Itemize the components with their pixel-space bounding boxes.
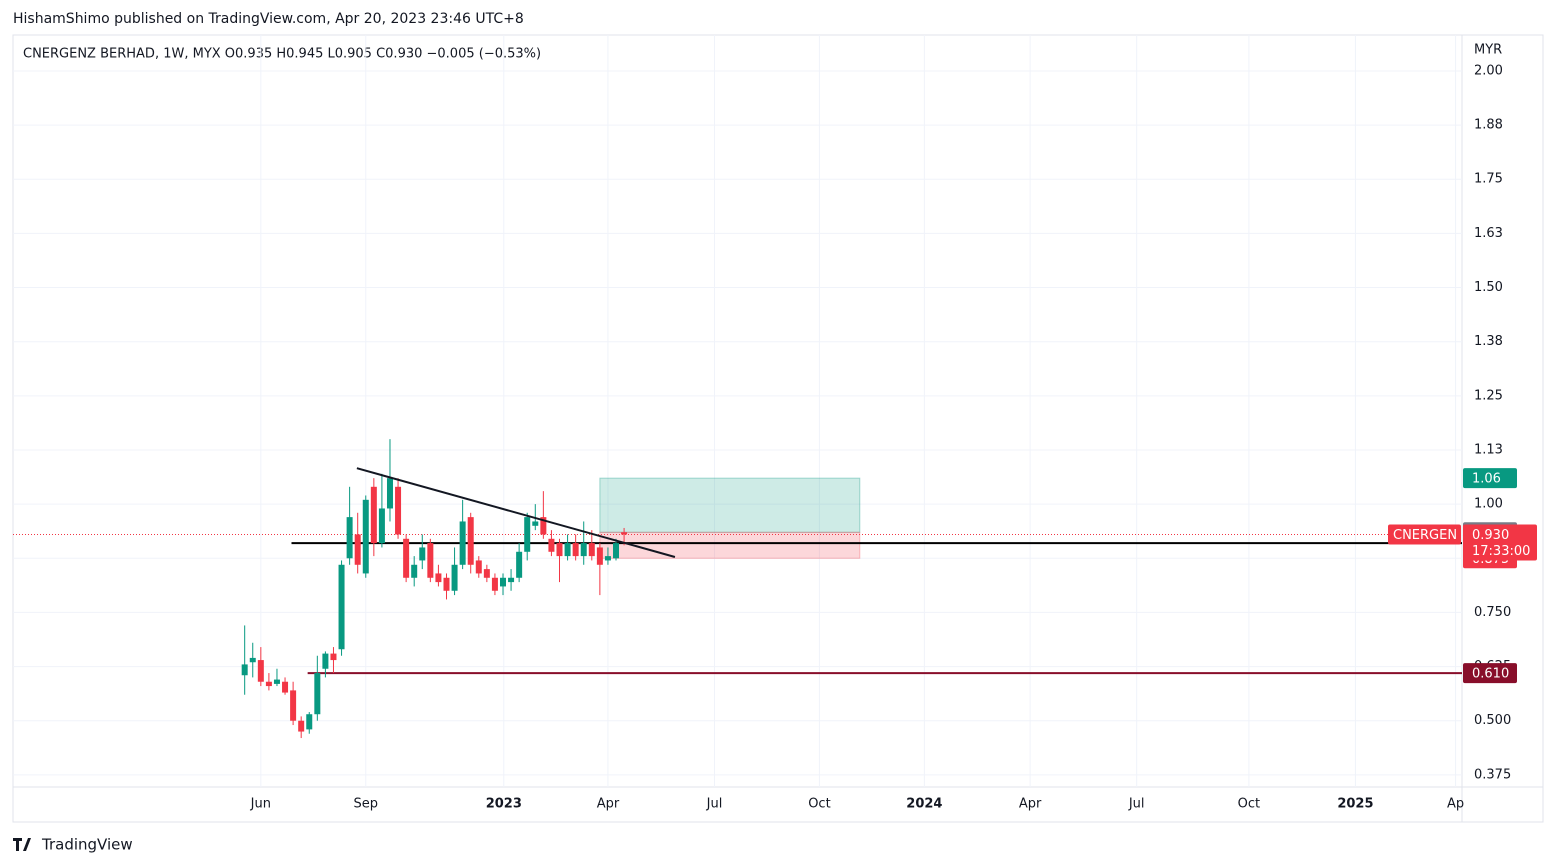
x-tick-label: 2025 <box>1337 797 1373 812</box>
candle-body <box>298 720 305 732</box>
last-price-label: 0.930 <box>1472 528 1509 543</box>
candle-body <box>241 664 248 676</box>
y-tick-label: 0.375 <box>1474 767 1511 782</box>
candle-body <box>338 564 345 650</box>
trend-line <box>356 467 676 558</box>
symbol-label: CNERGEN <box>1393 528 1457 543</box>
plot-area <box>13 35 1462 787</box>
candle-body <box>443 577 450 591</box>
candle-body <box>306 714 313 730</box>
candle-body <box>621 532 628 535</box>
y-tick-label: 1.25 <box>1474 388 1503 403</box>
candle-body <box>282 681 289 693</box>
candle-body <box>524 517 531 552</box>
candle-body <box>564 543 571 557</box>
y-tick-label: 1.75 <box>1474 172 1503 187</box>
last-price-bg <box>1463 524 1537 561</box>
y-tick-label: 1.00 <box>1474 497 1503 512</box>
candle-body <box>362 499 369 574</box>
footer-logo: TradingView <box>13 836 133 854</box>
x-tick-label: 2023 <box>486 797 522 812</box>
candle-body <box>419 547 426 561</box>
chart-frame <box>12 34 1544 823</box>
candle-body <box>459 521 466 565</box>
candle-body <box>499 577 506 587</box>
candle-body <box>613 543 620 559</box>
y-tick-label: 1.50 <box>1474 280 1503 295</box>
y-tick-label: 1.88 <box>1474 118 1503 133</box>
target-label-bg <box>1463 468 1517 489</box>
candle-body <box>451 564 458 591</box>
footer: TradingView <box>41 836 133 854</box>
candle-body <box>273 679 280 684</box>
x-tick-label: Jun <box>250 797 271 812</box>
candle-body <box>346 517 353 559</box>
header: HishamShimo published on TradingView.com… <box>13 11 524 27</box>
line-label-bg <box>1463 663 1517 684</box>
candle-body <box>378 508 385 544</box>
target-label: 1.06 <box>1472 472 1501 487</box>
candle-body <box>435 573 442 583</box>
candle-body <box>322 653 329 669</box>
x-tick-label: 2024 <box>906 797 942 812</box>
candle-body <box>475 560 482 574</box>
candle-body <box>370 486 377 544</box>
candle-body <box>411 564 418 578</box>
countdown: 17:33:00 <box>1472 544 1530 559</box>
y-tick-label: 2.00 <box>1474 63 1503 78</box>
currency: MYR <box>1474 43 1502 58</box>
x-tick-label: Sep <box>354 797 379 812</box>
candle-body <box>290 690 297 721</box>
candle-body <box>330 653 337 661</box>
candle-body <box>386 478 393 509</box>
y-tick-label: 1.13 <box>1474 442 1503 457</box>
candle-body <box>540 517 547 535</box>
candle-body <box>483 569 490 578</box>
candle-body <box>572 543 579 557</box>
candle-body <box>249 657 256 663</box>
candle-body <box>354 534 361 565</box>
x-tick-label: Oct <box>1238 797 1260 812</box>
candle-body <box>508 577 515 583</box>
candle-body <box>467 517 474 565</box>
line-label: 0.610 <box>1472 667 1509 682</box>
candle-body <box>257 660 264 682</box>
candle-body <box>588 543 595 557</box>
candle-body <box>596 547 603 565</box>
candle-body <box>532 521 539 526</box>
chart-title: CNERGENZ BERHAD, 1W, MYX O0.935 H0.945 L… <box>23 47 541 62</box>
y-tick-label: 0.750 <box>1474 605 1511 620</box>
y-tick-label: 1.38 <box>1474 334 1503 349</box>
candle-body <box>314 673 321 715</box>
candle-body <box>556 543 563 557</box>
candle-body <box>548 538 555 552</box>
candle-body <box>427 543 434 578</box>
candle-body <box>580 543 587 557</box>
logo-icon <box>13 838 31 851</box>
y-tick-label: 1.63 <box>1474 226 1503 241</box>
profit-zone <box>599 477 861 533</box>
candle-body <box>403 538 410 578</box>
candle-body <box>265 681 272 687</box>
x-tick-label: Apr <box>1019 797 1042 812</box>
candle-body <box>516 551 523 578</box>
candle-body <box>604 556 611 561</box>
candle-body <box>395 486 402 535</box>
x-tick-label: Apr <box>597 797 620 812</box>
x-tick-label: Ap <box>1447 797 1464 812</box>
loss-zone <box>599 531 861 559</box>
x-tick-label: Oct <box>808 797 830 812</box>
symbol-bg <box>1388 524 1461 545</box>
candle-body <box>491 577 498 591</box>
x-tick-label: Jul <box>1128 797 1145 812</box>
x-tick-label: Jul <box>706 797 723 812</box>
y-tick-label: 0.500 <box>1474 713 1511 728</box>
